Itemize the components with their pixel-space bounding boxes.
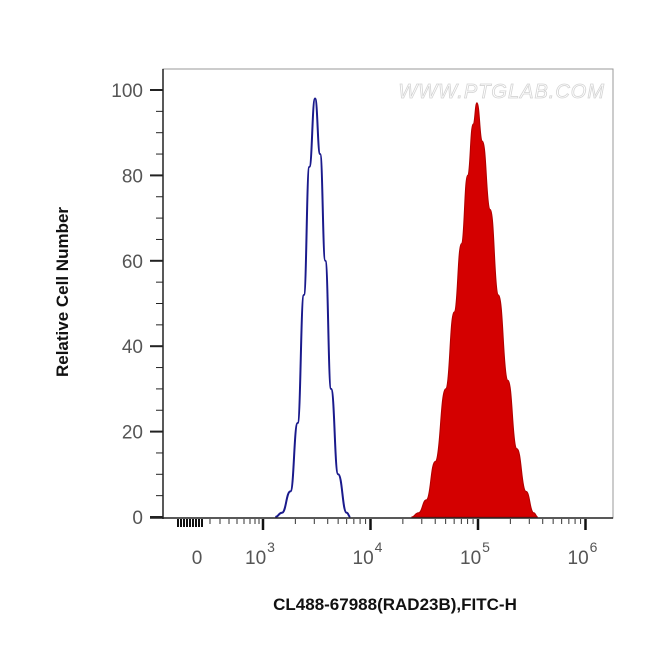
x-axis-title: CL488-67988(RAD23B),FITC-H [273, 595, 517, 614]
x-tick-exponent: 3 [267, 539, 275, 555]
x-tick-label: 106 [568, 539, 598, 569]
x-tick-base: 10 [245, 548, 266, 569]
y-ticks: 0 20 40 60 80 100 [111, 81, 163, 529]
plot-frame [162, 68, 614, 519]
x-tick-label: 103 [245, 539, 275, 569]
x-tick-label: 104 [353, 539, 383, 569]
histogram-filled-1 [411, 102, 538, 518]
y-tick-label: 40 [122, 337, 143, 358]
x-tick-label: 0 [192, 548, 203, 569]
series-layer [275, 97, 538, 518]
x-tick-base: 10 [353, 548, 374, 569]
x-tick-exponent: 6 [590, 539, 598, 555]
x-tick-base: 10 [460, 548, 481, 569]
x-tick-label: 105 [460, 539, 490, 569]
x-tick-base: 10 [568, 548, 589, 569]
y-axis-title: Relative Cell Number [53, 207, 72, 377]
y-tick-label: 80 [122, 166, 143, 187]
y-tick-label: 20 [122, 423, 143, 444]
x-tick-exponent: 5 [482, 539, 490, 555]
x-tick-exponent: 4 [375, 539, 383, 555]
y-tick-label: 60 [122, 252, 143, 273]
watermark: WWW.PTGLAB.COM [398, 81, 605, 103]
y-tick-label: 0 [132, 508, 143, 529]
y-tick-label: 100 [111, 81, 143, 102]
histogram-outline-0 [275, 97, 351, 518]
